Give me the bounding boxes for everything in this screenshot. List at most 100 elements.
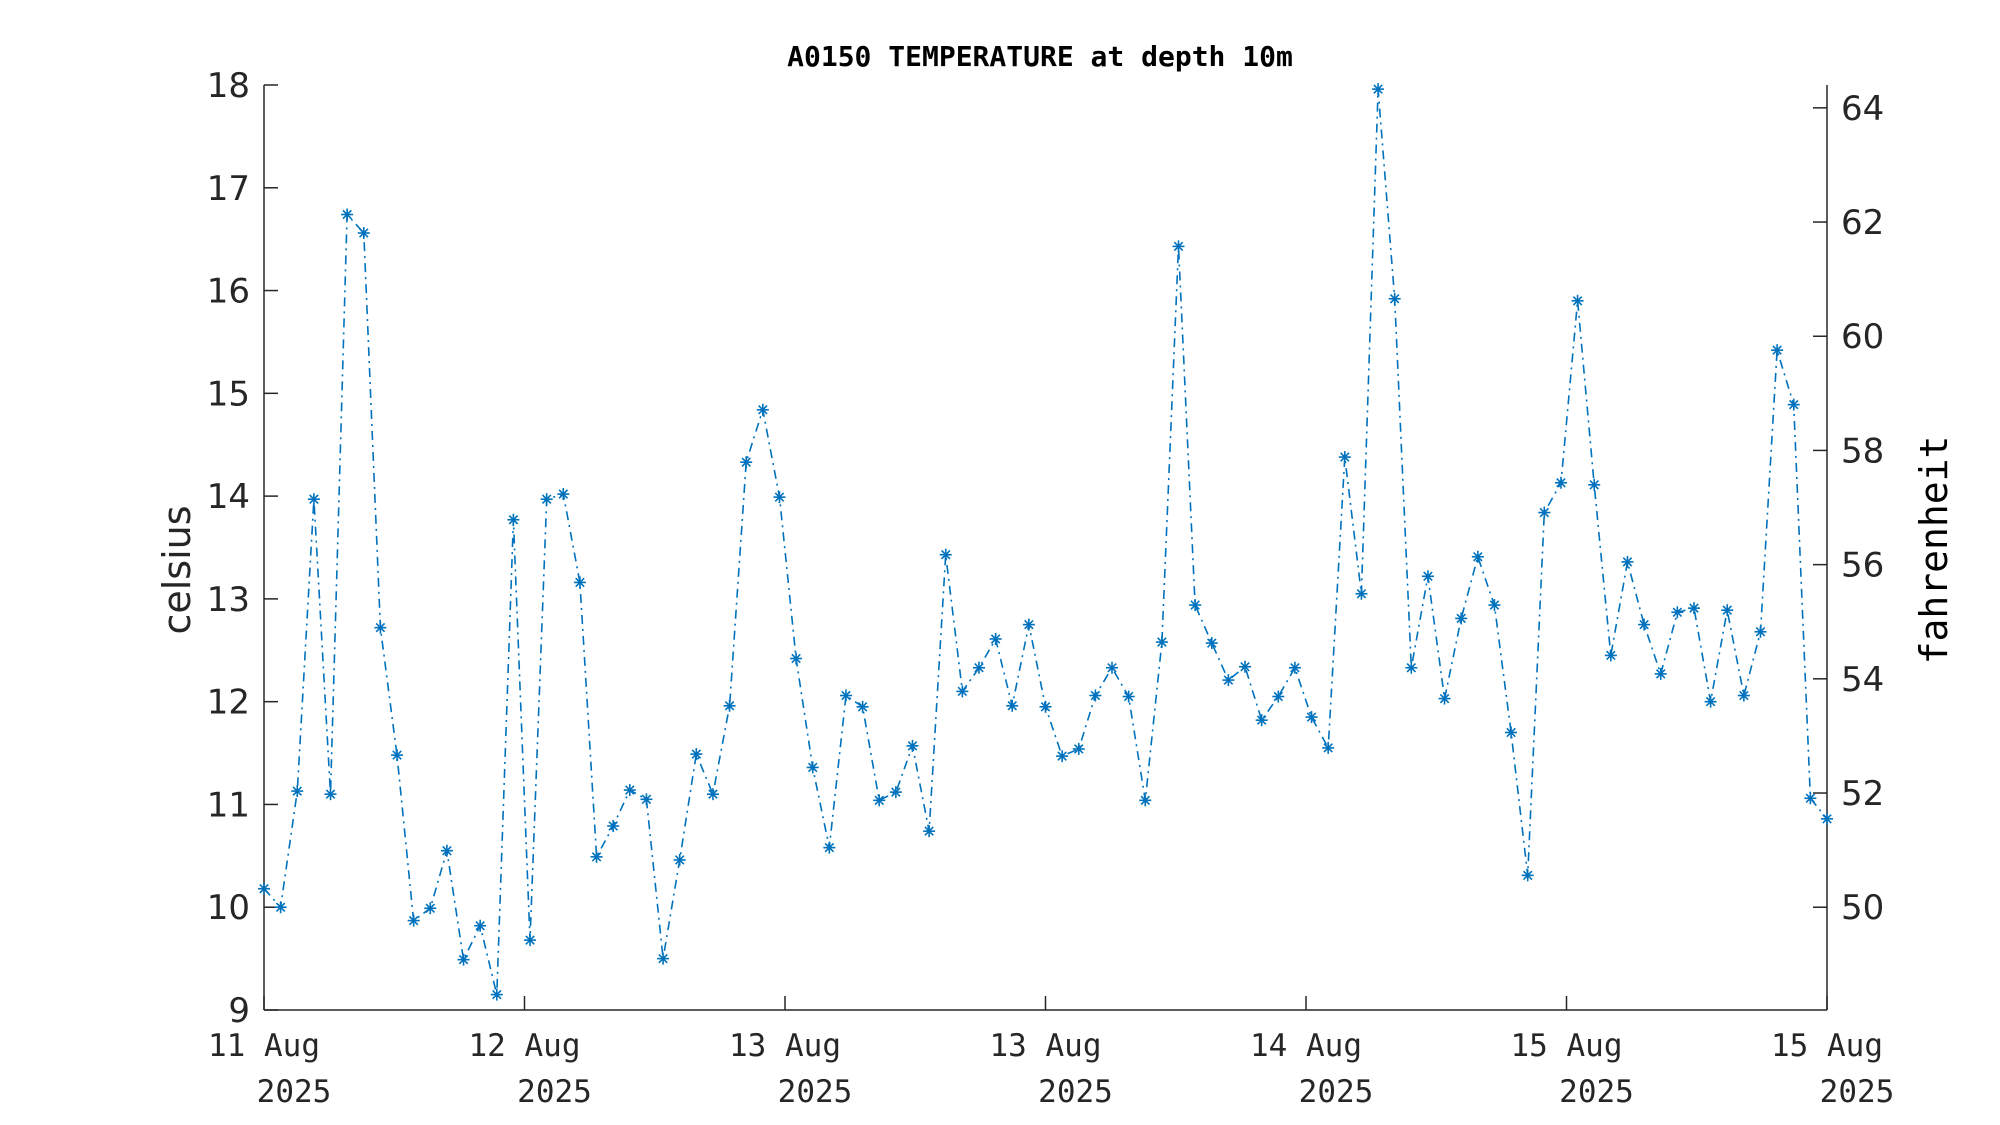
y-axis-label-right: fahrenheit	[1912, 436, 1956, 665]
data-point	[1089, 689, 1102, 702]
x-tick-label-year: 2025	[1820, 1074, 1895, 1110]
data-point	[374, 621, 387, 634]
data-point	[923, 825, 936, 838]
x-tick-label-year: 2025	[517, 1074, 592, 1110]
data-point	[839, 689, 852, 702]
y-axis-label-left: celsius	[155, 505, 199, 634]
data-point	[773, 491, 786, 504]
tick-labels: 9 10 11 12 13 14 15 16 17 18 50 52 54 56 58 60 62 64 11 Au…	[207, 66, 1895, 1110]
data-point	[939, 548, 952, 561]
data-point	[640, 793, 653, 806]
data-point	[1704, 695, 1717, 708]
data-point	[457, 953, 470, 966]
data-point	[490, 988, 503, 1001]
data-point	[1072, 742, 1085, 755]
data-point	[1604, 649, 1617, 662]
y-tick-label-left: 16	[207, 272, 250, 312]
data-point	[1421, 570, 1434, 583]
x-tick-label-date: 15 Aug	[1511, 1028, 1623, 1064]
data-point	[1405, 661, 1418, 674]
data-point	[357, 227, 370, 239]
data-point	[341, 208, 354, 221]
data-point	[1372, 83, 1385, 96]
data-point	[1521, 869, 1534, 882]
data-point	[1804, 792, 1817, 805]
data-point	[1006, 699, 1019, 712]
data-point	[1056, 750, 1069, 763]
data-point	[307, 493, 320, 506]
data-point	[1388, 292, 1401, 305]
data-point	[1621, 555, 1634, 568]
x-tick-label-date: 13 Aug	[990, 1028, 1102, 1064]
y-tick-label-left: 10	[207, 888, 250, 928]
data-point	[1821, 812, 1833, 825]
data-point	[806, 761, 819, 774]
data-point	[1505, 726, 1518, 739]
data-point	[1687, 602, 1700, 615]
data-point	[1654, 667, 1667, 680]
data-point	[873, 794, 886, 807]
data-point	[1771, 344, 1784, 357]
data-point	[657, 952, 670, 965]
data-point	[1721, 604, 1734, 617]
data-point	[972, 661, 985, 674]
data-point	[407, 914, 420, 927]
data-point	[1588, 478, 1601, 491]
data-point	[291, 785, 304, 798]
y-tick-label-left: 17	[207, 169, 250, 209]
data-point	[1155, 636, 1168, 649]
data-point	[540, 493, 553, 506]
data-point	[1488, 599, 1501, 612]
x-tick-label-date: 11 Aug	[208, 1028, 320, 1064]
x-tick-label-date: 12 Aug	[469, 1028, 581, 1064]
data-point	[274, 901, 287, 914]
y-tick-label-right: 52	[1841, 774, 1884, 814]
x-tick-label-year: 2025	[257, 1074, 332, 1110]
y-tick-label-left: 14	[207, 477, 250, 517]
data-point	[1122, 690, 1135, 703]
data-point	[1554, 476, 1567, 489]
data-point	[1638, 618, 1651, 631]
data-point	[756, 403, 769, 416]
data-point	[590, 850, 603, 863]
x-tick-label-year: 2025	[1299, 1074, 1374, 1110]
data-point	[573, 576, 586, 589]
y-tick-label-left: 12	[207, 683, 250, 723]
data-point	[1754, 625, 1767, 638]
y-tick-label-left: 9	[228, 991, 250, 1031]
data-point	[1222, 674, 1235, 687]
data-point	[557, 488, 570, 501]
data-point	[740, 456, 753, 469]
data-point	[1737, 689, 1750, 702]
data-point	[823, 841, 836, 854]
data-point	[607, 820, 620, 833]
data-point	[424, 902, 437, 915]
plot-area	[258, 83, 1833, 1001]
data-point	[440, 844, 453, 857]
data-point	[1239, 660, 1252, 673]
data-point	[1039, 700, 1052, 713]
data-point	[1355, 587, 1368, 600]
data-point	[690, 748, 703, 761]
y-tick-label-right: 62	[1841, 203, 1884, 243]
x-tick-label-year: 2025	[1038, 1074, 1113, 1110]
x-tick-label-date: 15 Aug	[1771, 1028, 1883, 1064]
data-point	[1139, 794, 1152, 807]
y-tick-label-right: 60	[1841, 317, 1884, 357]
chart-title: A0150 TEMPERATURE at depth 10m	[787, 40, 1293, 73]
y-tick-label-right: 54	[1841, 660, 1884, 700]
y-tick-label-left: 15	[207, 374, 250, 414]
x-tick-label-date: 14 Aug	[1250, 1028, 1362, 1064]
data-point	[723, 699, 736, 712]
y-tick-label-right: 58	[1841, 431, 1884, 471]
data-point	[790, 652, 803, 665]
data-point	[1787, 398, 1800, 411]
data-point	[623, 784, 636, 797]
data-point	[1288, 661, 1301, 674]
y-tick-label-left: 13	[207, 580, 250, 620]
data-point	[324, 788, 337, 801]
data-point	[1471, 550, 1484, 563]
y-tick-label-left: 11	[207, 785, 250, 825]
data-point	[1538, 506, 1551, 519]
